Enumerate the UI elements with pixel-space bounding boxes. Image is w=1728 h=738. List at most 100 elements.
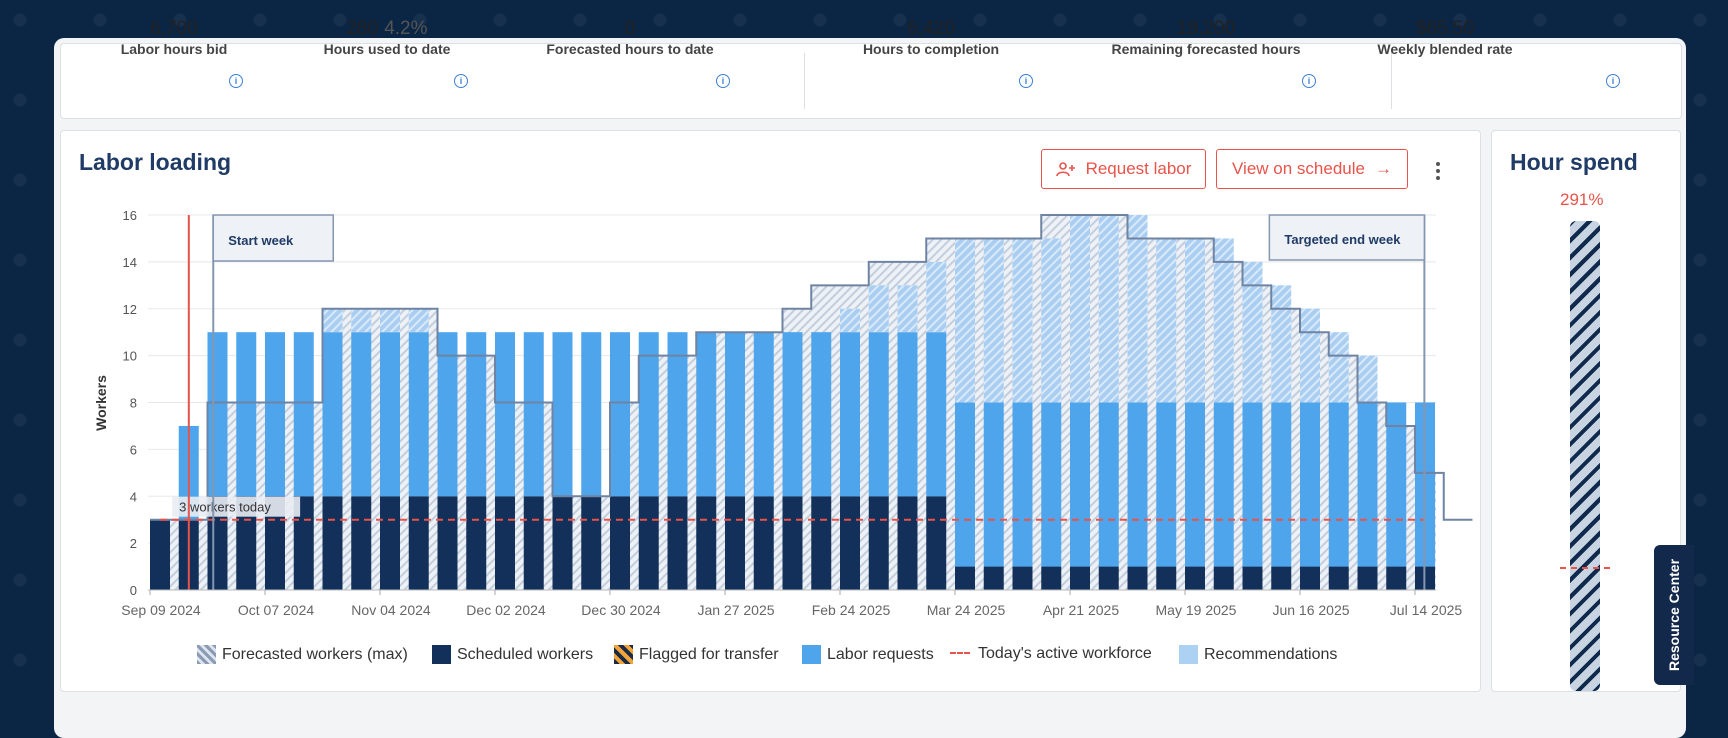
- info-icon[interactable]: i: [229, 74, 243, 88]
- request-bar: [840, 332, 860, 497]
- kpi-0: 6,700 Labor hours bid: [121, 18, 228, 57]
- info-icon[interactable]: i: [1302, 74, 1316, 88]
- x-tick-label: Mar 24 2025: [927, 602, 1006, 618]
- request-bar: [1271, 402, 1292, 567]
- scheduled-bar: [523, 496, 544, 590]
- legend-item-req[interactable]: Labor requests: [802, 645, 934, 664]
- legend-item-fore[interactable]: Forecasted workers (max): [197, 645, 408, 664]
- x-tick-label: Jan 27 2025: [697, 602, 774, 618]
- request-bar: [638, 332, 659, 497]
- forecast-max-line: [150, 214, 1473, 521]
- request-bar: [1357, 402, 1378, 567]
- legend-label: Forecasted workers (max): [222, 645, 408, 663]
- kpi-divider: [1391, 53, 1392, 109]
- scheduled-bar: [868, 496, 889, 590]
- resource-center-label: Resource Center: [1666, 558, 1682, 672]
- hour-spend-percent: 291%: [1560, 190, 1604, 209]
- request-bar: [236, 332, 257, 497]
- legend-item-flag[interactable]: Flagged for transfer: [614, 645, 779, 664]
- kpi-label: Remaining forecasted hours: [1111, 41, 1301, 57]
- request-bar: [725, 332, 745, 497]
- legend-item-sched[interactable]: Scheduled workers: [432, 645, 593, 664]
- kpi-label: Labor hours bid: [120, 41, 228, 57]
- recommendation-bar: [840, 308, 860, 333]
- info-icon[interactable]: i: [1606, 74, 1620, 88]
- x-tick-label: Jun 16 2025: [1272, 602, 1349, 618]
- request-bar: [667, 332, 688, 497]
- kpi-value: 19,200: [1176, 18, 1236, 39]
- request-bar: [1328, 402, 1349, 567]
- request-bar: [466, 332, 487, 497]
- scheduled-bar: [1242, 566, 1263, 590]
- scheduled-bar: [811, 496, 832, 590]
- x-tick-label: Dec 30 2024: [581, 602, 661, 618]
- today-label-box: [172, 496, 301, 517]
- scheduled-bar: [667, 496, 688, 590]
- legend-swatch-rec: [1179, 645, 1198, 664]
- scheduled-bar: [495, 496, 515, 590]
- recommendation-bar: [380, 308, 400, 333]
- scheduled-bar: [1386, 566, 1407, 590]
- end-week-box: [1268, 214, 1426, 261]
- info-icon[interactable]: i: [1019, 74, 1033, 88]
- scheduled-bar: [552, 496, 573, 590]
- legend-swatch-flag: [614, 645, 633, 664]
- scheduled-bar: [955, 566, 975, 590]
- request-bar: [207, 332, 228, 497]
- kpi-5: $65.50 Weekly blended rate: [1377, 18, 1512, 57]
- y-tick-label: 12: [123, 302, 137, 317]
- request-bar: [1156, 402, 1177, 567]
- y-tick-label: 14: [123, 255, 137, 270]
- request-bar: [380, 332, 400, 497]
- recommendation-bar: [897, 285, 918, 333]
- scheduled-bar: [638, 496, 659, 590]
- request-bar: [1070, 402, 1090, 567]
- kpi-percent: 4.2%: [384, 18, 428, 39]
- scheduled-bar: [983, 566, 1004, 590]
- scheduled-bar: [1098, 566, 1119, 590]
- view-on-schedule-button[interactable]: View on schedule →: [1216, 149, 1408, 189]
- y-tick-label: 10: [123, 349, 137, 364]
- recommendation-bar: [1328, 332, 1349, 403]
- request-bar: [581, 332, 602, 497]
- request-labor-button[interactable]: Request labor: [1041, 149, 1206, 189]
- request-bar: [1041, 402, 1062, 567]
- scheduled-bar: [1300, 566, 1320, 590]
- resource-center-tab[interactable]: Resource Center: [1654, 545, 1694, 685]
- kpi-label: Hours to completion: [862, 41, 1000, 57]
- scheduled-bar: [150, 519, 170, 590]
- info-icon[interactable]: i: [454, 74, 468, 88]
- info-icon[interactable]: i: [716, 74, 730, 88]
- request-labor-label: Request labor: [1085, 159, 1192, 178]
- view-on-schedule-label: View on schedule: [1232, 159, 1365, 178]
- recommendation-bar: [955, 238, 975, 403]
- y-axis-label: Workers: [93, 375, 109, 431]
- legend-item-rec[interactable]: Recommendations: [1179, 645, 1337, 664]
- start-week-label: Start week: [228, 233, 294, 248]
- request-bar: [293, 332, 314, 497]
- legend-item-today[interactable]: Today's active workforce: [950, 645, 1152, 663]
- legend-swatch-fore: [197, 645, 216, 664]
- x-tick-label: May 19 2025: [1156, 602, 1237, 618]
- more-options-icon[interactable]: [1436, 159, 1442, 183]
- request-bar: [868, 332, 889, 497]
- request-bar: [552, 332, 573, 497]
- request-bar: [1444, 403, 1464, 567]
- request-bar: [1300, 402, 1320, 567]
- request-bar: [495, 332, 515, 497]
- scheduled-bar: [437, 496, 458, 590]
- scheduled-bar: [1041, 566, 1062, 590]
- start-week-box: [212, 214, 334, 262]
- scheduled-bar: [351, 496, 372, 590]
- request-bar: [437, 332, 458, 497]
- scheduled-bar: [1271, 566, 1292, 590]
- kpi-value: 6,700: [150, 18, 198, 39]
- recommendation-bar: [322, 308, 343, 333]
- request-bar: [265, 332, 285, 497]
- request-bar: [408, 332, 429, 497]
- hour-spend-title: Hour spend: [1510, 149, 1638, 175]
- recommendation-bar: [983, 238, 1004, 403]
- legend-label: Scheduled workers: [457, 645, 594, 663]
- x-tick-label: Feb 24 2025: [812, 602, 891, 618]
- kpi-2: 0 Forecasted hours to date: [546, 18, 713, 57]
